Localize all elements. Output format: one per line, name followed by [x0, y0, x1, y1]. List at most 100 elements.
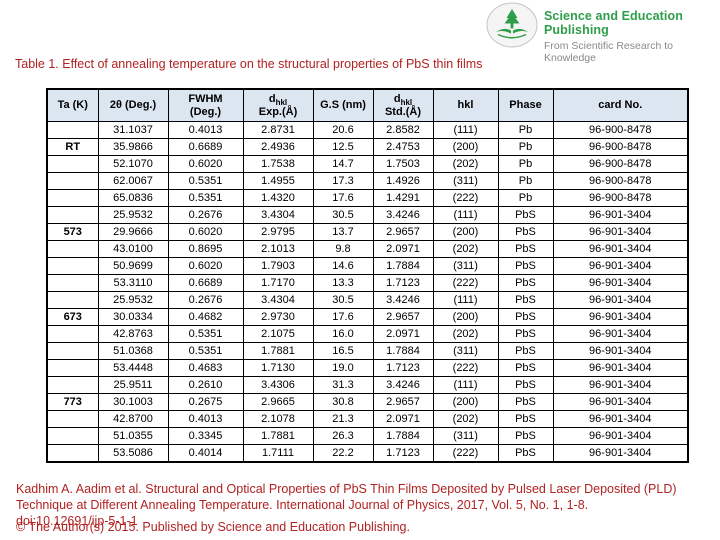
cell-ta: RT — [46, 138, 99, 156]
cell-card: 96-901-3404 — [552, 444, 689, 463]
cell-hkl: (222) — [432, 189, 499, 207]
cell-d_std: 3.4246 — [372, 376, 434, 394]
cell-fwhm: 0.4013 — [167, 410, 244, 428]
publisher-logo: Science and Education Publishing From Sc… — [486, 2, 720, 64]
table-row: 25.9532 0.2676 3.4304 30.5 3.4246 (111) PbS 96-… — [46, 291, 689, 309]
cell-d_exp: 1.7130 — [242, 359, 314, 377]
col-header-gs: G.S (nm) — [312, 88, 374, 122]
cell-gs: 16.5 — [312, 342, 374, 360]
cell-card: 96-900-8478 — [552, 189, 689, 207]
cell-fwhm: 0.6020 — [167, 155, 244, 173]
cell-d_exp: 2.8731 — [242, 121, 314, 139]
citation-doi: doi:10.12691/ijp-5-1-1 — [16, 514, 138, 528]
cell-ta — [46, 376, 99, 394]
cell-card: 96-900-8478 — [552, 172, 689, 190]
col-header-d-exp: dhkl Exp.(Å) — [242, 88, 314, 122]
cell-phase: PbS — [497, 325, 554, 343]
cell-d_exp: 1.7903 — [242, 257, 314, 275]
cell-hkl: (222) — [432, 274, 499, 292]
cell-d_std: 2.0971 — [372, 325, 434, 343]
cell-fwhm: 0.6020 — [167, 223, 244, 241]
col-header-d-std-base: d — [393, 92, 401, 105]
cell-hkl: (200) — [432, 223, 499, 241]
table-row: RT 35.9866 0.6689 2.4936 12.5 2.4753 (200) Pb 96… — [46, 138, 689, 156]
cell-gs: 17.3 — [312, 172, 374, 190]
cell-ta — [46, 155, 99, 173]
cell-two_theta: 29.9666 — [97, 223, 169, 241]
cell-card: 96-901-3404 — [552, 223, 689, 241]
cell-two_theta: 42.8763 — [97, 325, 169, 343]
cell-d_std: 2.9657 — [372, 393, 434, 411]
cell-hkl: (311) — [432, 342, 499, 360]
cell-fwhm: 0.8695 — [167, 240, 244, 258]
cell-fwhm: 0.2676 — [167, 206, 244, 224]
cell-d_std: 1.7123 — [372, 444, 434, 463]
cell-card: 96-901-3404 — [552, 257, 689, 275]
cell-phase: Pb — [497, 138, 554, 156]
cell-gs: 30.8 — [312, 393, 374, 411]
cell-phase: Pb — [497, 121, 554, 139]
col-header-d-std-line2: Std.(Å) — [384, 105, 422, 118]
cell-d_std: 2.4753 — [372, 138, 434, 156]
table-row: 53.3110 0.6689 1.7170 13.3 1.7123 (222) PbS 96-… — [46, 274, 689, 292]
cell-gs: 12.5 — [312, 138, 374, 156]
cell-d_std: 2.9657 — [372, 308, 434, 326]
cell-d_exp: 3.4304 — [242, 291, 314, 309]
cell-hkl: (202) — [432, 155, 499, 173]
cell-phase: Pb — [497, 172, 554, 190]
cell-ta — [46, 410, 99, 428]
cell-d_exp: 2.1075 — [242, 325, 314, 343]
cell-hkl: (311) — [432, 172, 499, 190]
col-header-hkl: hkl — [432, 88, 499, 122]
cell-fwhm: 0.4014 — [167, 444, 244, 463]
cell-gs: 19.0 — [312, 359, 374, 377]
cell-gs: 31.3 — [312, 376, 374, 394]
cell-fwhm: 0.4682 — [167, 308, 244, 326]
cell-ta — [46, 427, 99, 445]
cell-hkl: (111) — [432, 206, 499, 224]
cell-hkl: (111) — [432, 291, 499, 309]
cell-d_exp: 2.9665 — [242, 393, 314, 411]
col-header-fwhm-line2: (Deg.) — [189, 105, 222, 118]
cell-d_exp: 1.7538 — [242, 155, 314, 173]
cell-two_theta: 62.0067 — [97, 172, 169, 190]
table-row: 51.0368 0.5351 1.7881 16.5 1.7884 (311) PbS 96-… — [46, 342, 689, 360]
cell-hkl: (200) — [432, 138, 499, 156]
cell-hkl: (200) — [432, 308, 499, 326]
cell-fwhm: 0.3345 — [167, 427, 244, 445]
cell-card: 96-901-3404 — [552, 240, 689, 258]
col-header-two-theta: 2θ (Deg.) — [97, 88, 169, 122]
cell-ta — [46, 257, 99, 275]
cell-gs: 14.7 — [312, 155, 374, 173]
cell-fwhm: 0.5351 — [167, 172, 244, 190]
cell-card: 96-901-3404 — [552, 274, 689, 292]
cell-card: 96-901-3404 — [552, 342, 689, 360]
cell-fwhm: 0.6689 — [167, 138, 244, 156]
table-row: 43.0100 0.8695 2.1013 9.8 2.0971 (202) PbS 96-9… — [46, 240, 689, 258]
cell-hkl: (202) — [432, 240, 499, 258]
table-row: 25.9532 0.2676 3.4304 30.5 3.4246 (111) PbS 96-… — [46, 206, 689, 224]
table-body: 31.1037 0.4013 2.8731 20.6 2.8582 (111) Pb 96-9… — [46, 121, 689, 463]
table-row: 673 30.0334 0.4682 2.9730 17.6 2.9657 (200) PbS… — [46, 308, 689, 326]
cell-card: 96-901-3404 — [552, 376, 689, 394]
table-row: 50.9699 0.6020 1.7903 14.6 1.7884 (311) PbS 96-… — [46, 257, 689, 275]
cell-d_exp: 1.7881 — [242, 427, 314, 445]
cell-ta: 673 — [46, 308, 99, 326]
cell-fwhm: 0.4013 — [167, 121, 244, 139]
col-header-fwhm: FWHM (Deg.) — [167, 88, 244, 122]
cell-hkl: (222) — [432, 444, 499, 463]
cell-d_std: 1.7503 — [372, 155, 434, 173]
cell-card: 96-900-8478 — [552, 121, 689, 139]
cell-phase: PbS — [497, 291, 554, 309]
table-row: 42.8700 0.4013 2.1078 21.3 2.0971 (202) PbS 96-… — [46, 410, 689, 428]
cell-gs: 21.3 — [312, 410, 374, 428]
cell-two_theta: 30.1003 — [97, 393, 169, 411]
cell-two_theta: 53.3110 — [97, 274, 169, 292]
cell-ta — [46, 240, 99, 258]
cell-two_theta: 50.9699 — [97, 257, 169, 275]
cell-fwhm: 0.6020 — [167, 257, 244, 275]
cell-two_theta: 35.9866 — [97, 138, 169, 156]
cell-two_theta: 52.1070 — [97, 155, 169, 173]
citation-copyright: © The Author(s) 2015. Published by Scien… — [16, 520, 410, 534]
